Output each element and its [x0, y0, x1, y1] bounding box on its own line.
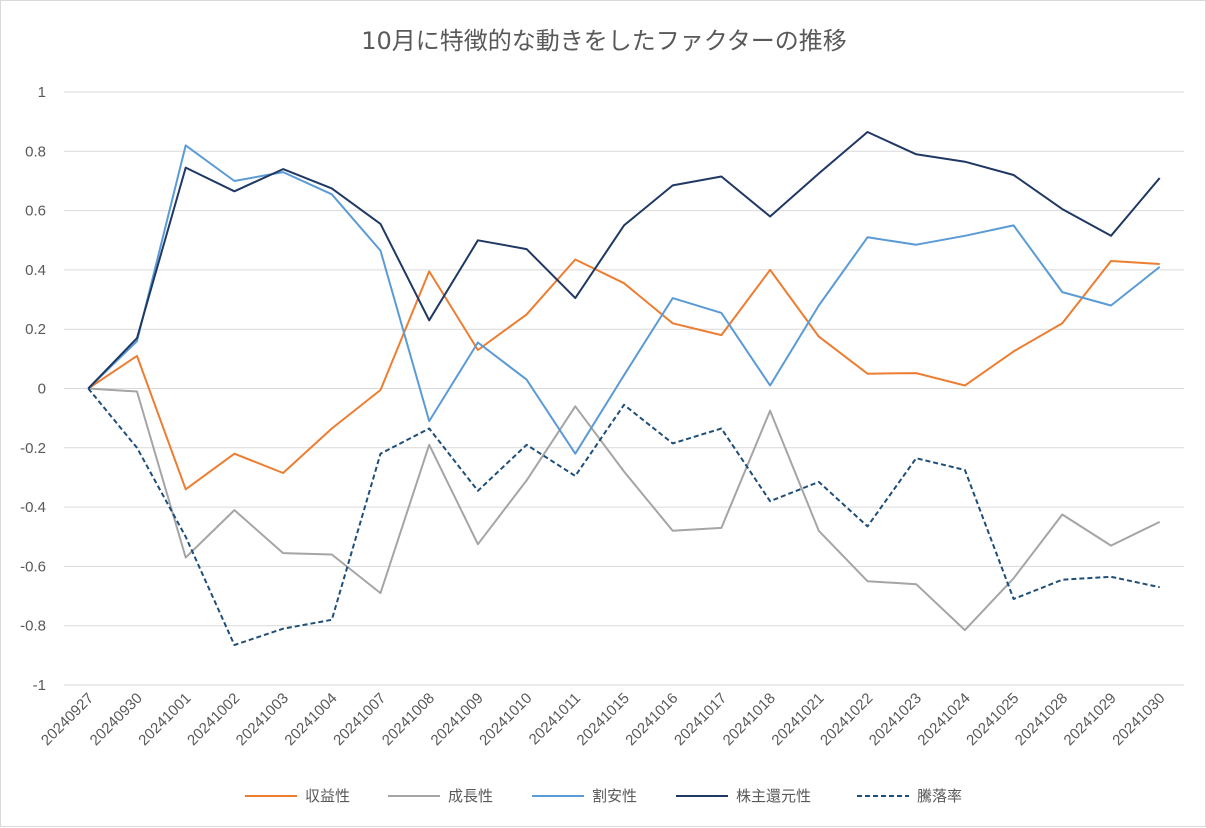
gridlines	[64, 91, 1184, 686]
x-tick-label: 20241023	[866, 690, 925, 749]
series-line	[87, 144, 1161, 455]
y-tick-label: -0.4	[20, 499, 46, 516]
x-tick-label: 20241030	[1109, 690, 1168, 749]
series-lines	[87, 131, 1161, 646]
x-tick-label: 20241024	[914, 690, 973, 749]
x-tick-label: 20241002	[184, 690, 243, 749]
y-tick-label: -0.6	[20, 558, 46, 575]
y-tick-label: 0.6	[25, 203, 46, 220]
x-tick-label: 20241025	[963, 690, 1022, 749]
y-tick-label: 0.2	[25, 321, 46, 338]
x-tick-label: 20241015	[574, 690, 633, 749]
legend-label: 株主還元性	[736, 787, 811, 805]
y-tick-label: -1	[33, 677, 46, 694]
y-tick-label: 0.4	[25, 262, 46, 279]
x-tick-label: 20241018	[720, 690, 779, 749]
x-tick-label: 20241003	[233, 690, 292, 749]
legend-label: 収益性	[305, 787, 350, 805]
legend: 収益性 成長性 割安性 株主還元性 騰落率	[245, 787, 962, 805]
x-tick-label: 20241001	[135, 690, 194, 749]
legend-label: 成長性	[448, 787, 493, 805]
x-tick-label: 20240930	[87, 690, 146, 749]
x-tick-label: 20241008	[379, 690, 438, 749]
series-line	[87, 258, 1160, 491]
series-line	[87, 131, 1161, 390]
y-tick-label: -0.2	[20, 440, 46, 457]
y-axis-ticks: 1 0.8 0.6 0.4 0.2 0 -0.2 -0.4 -0.6 -0.8 -1	[20, 84, 46, 694]
legend-label: 騰落率	[917, 787, 962, 805]
y-tick-label: -0.8	[20, 618, 46, 635]
x-tick-label: 20241022	[817, 690, 876, 749]
y-tick-label: 0.8	[25, 143, 46, 160]
x-tick-label: 20241004	[281, 690, 340, 749]
x-axis-ticks: 2024092720240930202410012024100220241003…	[38, 690, 1169, 749]
x-tick-label: 20241021	[768, 690, 827, 749]
x-tick-label: 20240927	[38, 690, 97, 749]
x-tick-label: 20241028	[1012, 690, 1071, 749]
legend-label: 割安性	[592, 787, 637, 805]
x-tick-label: 20241017	[671, 690, 730, 749]
series-line	[88, 387, 1161, 632]
chart-title: 10月に特徴的な動きをしたファクターの推移	[361, 27, 847, 55]
x-tick-label: 20241016	[622, 690, 681, 749]
x-tick-label: 20241007	[330, 690, 389, 749]
y-tick-label: 1	[38, 84, 46, 101]
series-line	[87, 387, 1160, 646]
x-tick-label: 20241010	[476, 690, 535, 749]
x-tick-label: 20241009	[428, 690, 487, 749]
y-tick-label: 0	[38, 381, 46, 398]
x-tick-label: 20241029	[1061, 690, 1120, 749]
